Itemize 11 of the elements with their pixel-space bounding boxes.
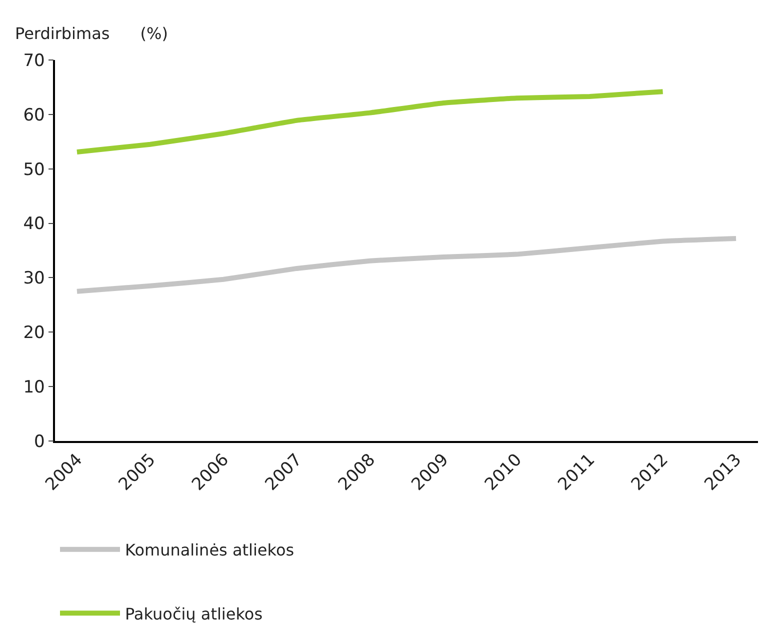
legend-label: Komunalinės atliekos (125, 540, 294, 560)
y-tick-label: 50 (23, 160, 45, 180)
y-tick-label: 60 (23, 105, 45, 126)
y-tick-label: 70 (23, 50, 45, 71)
y-tick-label: 10 (23, 378, 45, 398)
y-tick-label: 30 (23, 268, 45, 289)
legend-label: Pakuočių atliekos (125, 604, 263, 624)
y-tick-label: 40 (23, 214, 45, 234)
y-tick-label: 20 (23, 323, 45, 344)
y-tick-label: 0 (34, 432, 45, 452)
y-axis-title: Perdirbimas (%) (15, 24, 168, 43)
